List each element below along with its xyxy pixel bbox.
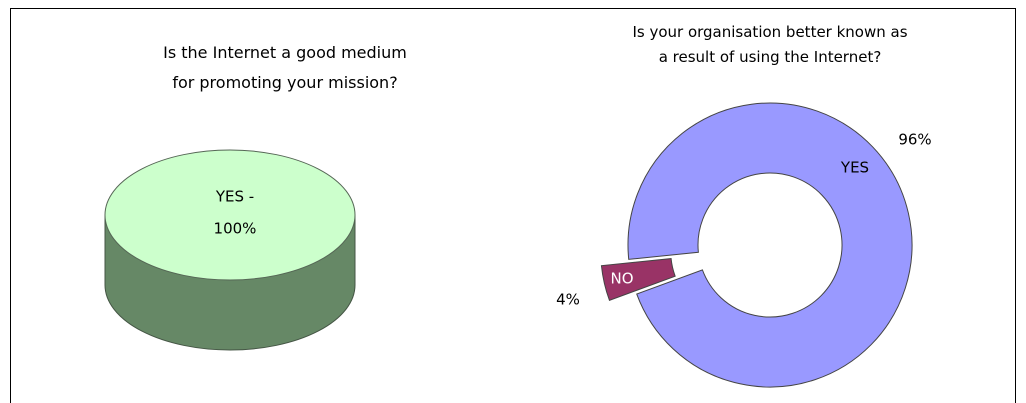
value-label: 4%	[556, 291, 580, 309]
category-label: YES -	[215, 188, 254, 206]
category-label: YES	[840, 159, 869, 177]
pie-slice	[104, 149, 356, 281]
value-label: 100%	[214, 220, 257, 238]
chart-title: Is the Internet a good medium for promot…	[163, 43, 407, 92]
category-label: NO	[610, 270, 633, 288]
donut-slice	[600, 258, 676, 301]
value-label: 96%	[898, 131, 931, 149]
chart-title: Is your organisation better known as a r…	[632, 23, 908, 66]
frame	[10, 8, 1016, 403]
donut-slice	[627, 102, 913, 388]
